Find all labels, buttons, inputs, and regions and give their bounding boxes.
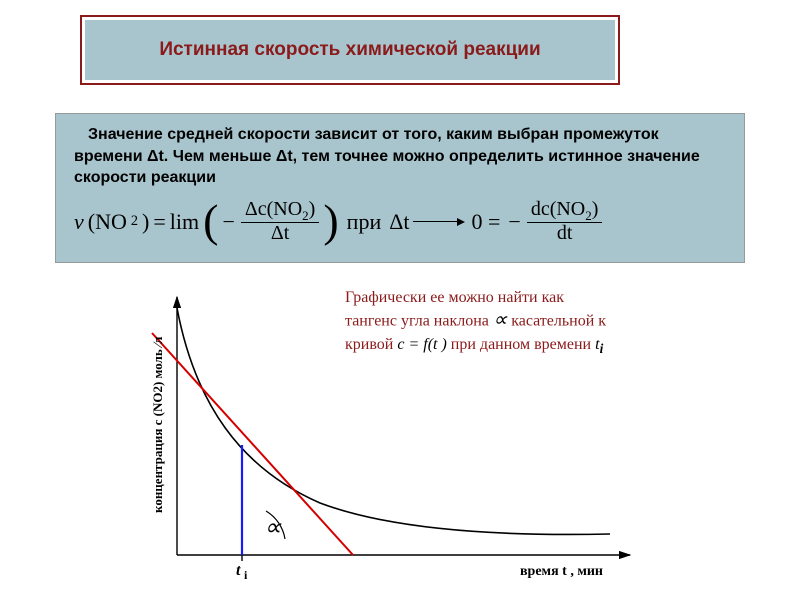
svg-text:время t , мин: время t , мин xyxy=(520,564,603,579)
paren-close: ) xyxy=(323,203,338,240)
frac-1: Δc(NO2) Δt xyxy=(241,199,319,245)
formula-v: v xyxy=(74,207,84,237)
formula-eq1: = xyxy=(153,207,165,237)
chart-svg: ∝ ti время t , мин концентрация c (NO2) мол… xyxy=(140,283,660,583)
formula-minus1: − xyxy=(222,207,234,237)
formula-zero: 0 = xyxy=(471,207,500,237)
frac2-num-c: ) xyxy=(592,198,599,220)
svg-text:t: t xyxy=(236,562,241,579)
formula-no2-sub: 2 xyxy=(131,212,138,231)
formula-no2-open: (NO xyxy=(88,207,127,237)
svg-text:∝: ∝ xyxy=(264,515,282,541)
description-box: Значение средней скорости зависит от тог… xyxy=(55,113,745,263)
formula: v (NO2) = lim ( − Δc(NO2) Δt ) при Δt 0 … xyxy=(74,199,726,245)
formula-pri: при xyxy=(347,207,382,237)
paren-open: ( xyxy=(203,203,218,240)
formula-lim: lim xyxy=(170,207,199,237)
frac-2: dc(NO2) dt xyxy=(527,199,603,245)
arrow-icon xyxy=(413,221,463,222)
title-text: Истинная скорость химической реакции xyxy=(85,20,615,80)
frac2-num-a: dc(NO xyxy=(531,198,585,220)
frac2-den: dt xyxy=(553,223,577,244)
svg-text:концентрация c (NO2) моль ⁄: концентрация c (NO2) моль ⁄л xyxy=(150,337,165,513)
svg-text:i: i xyxy=(244,568,248,582)
frac1-num-a: Δc(NO xyxy=(245,198,302,220)
chart: Графически ее можно найти как тангенс уг… xyxy=(140,283,735,583)
description-text: Значение средней скорости зависит от тог… xyxy=(74,124,726,189)
formula-dt2: Δt xyxy=(389,207,409,237)
formula-no2-close: ) xyxy=(142,207,149,237)
title-box: Истинная скорость химической реакции xyxy=(80,15,620,85)
frac1-num-c: ) xyxy=(309,198,316,220)
frac1-den: Δt xyxy=(267,223,293,244)
formula-minus2: − xyxy=(508,207,520,237)
